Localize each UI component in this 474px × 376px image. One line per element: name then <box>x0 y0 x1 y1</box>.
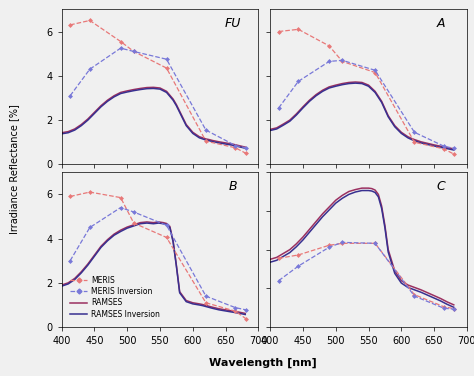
Text: C: C <box>437 180 446 193</box>
Legend: MERIS, MERIS Inversion, RAMSES, RAMSES Inversion: MERIS, MERIS Inversion, RAMSES, RAMSES I… <box>67 273 163 322</box>
Text: FU: FU <box>225 17 241 30</box>
Text: B: B <box>228 180 237 193</box>
Text: Wavelength [nm]: Wavelength [nm] <box>209 358 317 368</box>
Text: Irradiance Reflectance [%]: Irradiance Reflectance [%] <box>9 104 19 234</box>
Text: A: A <box>437 17 446 30</box>
